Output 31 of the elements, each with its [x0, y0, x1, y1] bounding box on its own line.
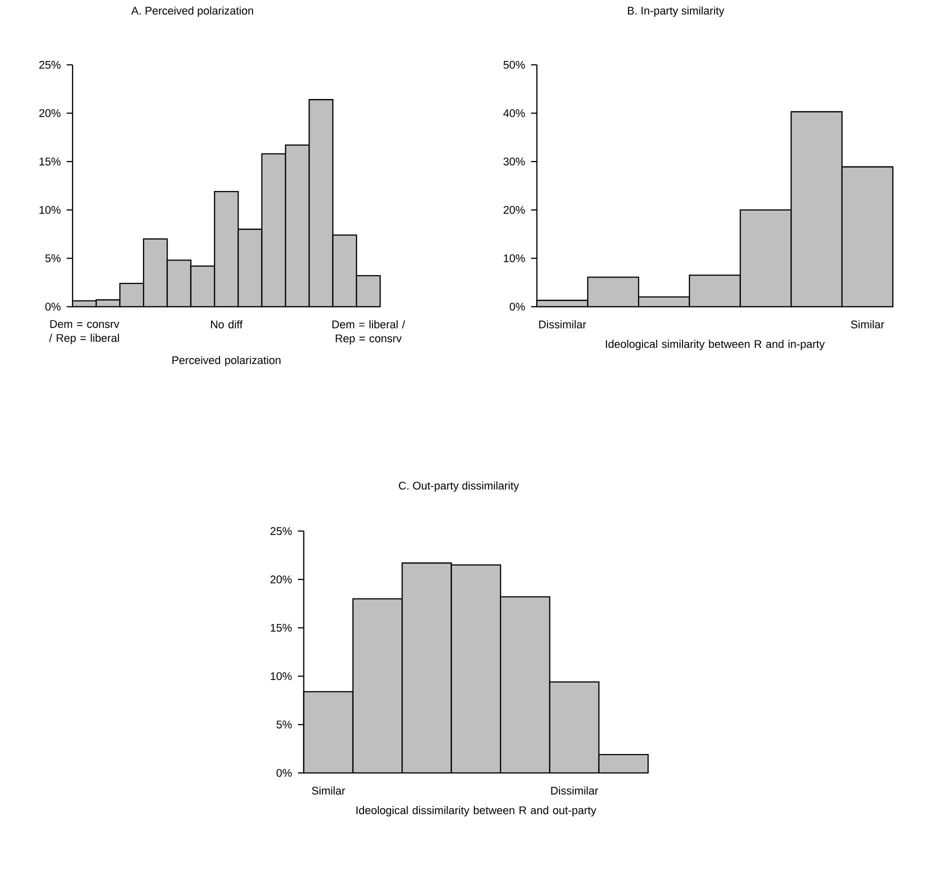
x-axis-title: Ideological dissimilarity between R and out-party [356, 806, 596, 816]
x-axis-title: Perceived polarization [172, 356, 280, 366]
y-tick-label: 25% [270, 527, 292, 535]
x-tick-label: Dissimilar [551, 786, 598, 795]
chart-title: A. Perceived polarization [131, 6, 254, 17]
chart-title: B. In-party similarity [628, 6, 724, 17]
y-tick-label: 10% [504, 254, 525, 262]
y-tick-label: 30% [503, 158, 525, 166]
x-axis-title: Ideological similarity between R and in-party [606, 340, 825, 350]
y-tick-label: 20% [39, 109, 61, 118]
x-tick-label: No diff [211, 320, 243, 328]
y-tick-label: 25% [39, 60, 61, 69]
y-tick-label: 20% [504, 206, 525, 214]
y-tick-label: 50% [504, 60, 525, 69]
y-tick-label: 0% [510, 302, 525, 311]
y-tick-label: 10% [40, 206, 61, 214]
chart-title: C. Out-party dissimilarity [398, 481, 520, 492]
y-tick-label: 0% [45, 302, 61, 311]
y-tick-label: 5% [276, 720, 292, 728]
x-tick-label: Dissimilar [539, 320, 586, 328]
y-tick-label: 0% [276, 768, 292, 777]
y-tick-label: 10% [270, 672, 292, 680]
y-tick-label: 15% [270, 624, 292, 632]
x-tick-label: Similar [851, 320, 884, 328]
y-tick-label: 20% [270, 575, 292, 584]
y-tick-label: 40% [503, 109, 525, 118]
x-tick-label: Dem = liberal / Rep = consrv [332, 320, 406, 344]
x-tick-label: Similar [312, 786, 346, 795]
y-tick-label: 15% [40, 158, 61, 166]
y-tick-label: 5% [45, 254, 61, 262]
x-tick-label: Dem = consrv / Rep = liberal [49, 320, 120, 344]
